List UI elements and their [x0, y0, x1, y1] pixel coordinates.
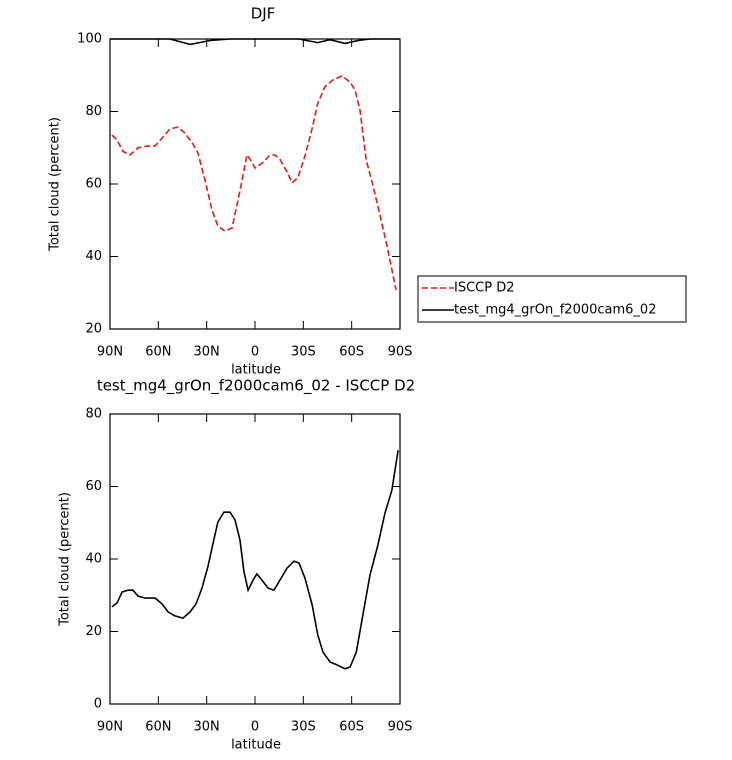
y-tick-label: 20 — [85, 322, 102, 337]
x-tick-label: 60N — [145, 720, 171, 735]
data-line — [110, 38, 400, 46]
x-tick-label: 90S — [388, 720, 413, 735]
y-tick-label: 40 — [85, 249, 102, 264]
x-tick-label: 90S — [388, 345, 413, 360]
x-axis-label: latitude — [231, 738, 281, 753]
data-line — [111, 75, 397, 291]
x-tick-label: 60S — [339, 720, 364, 735]
y-tick-label: 20 — [85, 624, 102, 639]
data-line — [111, 450, 399, 670]
y-axis-label: Total cloud (percent) — [48, 117, 63, 252]
x-tick-label: 30S — [291, 345, 316, 360]
x-axis-label: latitude — [231, 363, 281, 378]
x-tick-label: 90N — [97, 720, 123, 735]
x-tick-label: 90N — [97, 345, 123, 360]
x-tick-label: 0 — [251, 345, 259, 360]
legend-label: test_mg4_grOn_f2000cam6_02 — [454, 303, 656, 318]
y-tick-label: 60 — [85, 177, 102, 192]
y-tick-label: 60 — [85, 479, 102, 494]
x-tick-label: 30S — [291, 720, 316, 735]
y-tick-label: 100 — [77, 32, 102, 47]
chart-title: test_mg4_grOn_f2000cam6_02 - ISCCP D2 — [97, 377, 415, 396]
y-axis-label: Total cloud (percent) — [58, 492, 73, 627]
legend-label: ISCCP D2 — [454, 281, 515, 296]
legend-box — [417, 275, 687, 323]
y-tick-label: 80 — [85, 407, 102, 422]
x-tick-label: 30N — [194, 720, 220, 735]
x-tick-label: 30N — [194, 345, 220, 360]
plot-frame — [109, 413, 401, 705]
y-tick-label: 0 — [94, 697, 102, 712]
chart-title: DJF — [251, 5, 276, 23]
x-tick-label: 60N — [145, 345, 171, 360]
legend: ISCCP D2 test_mg4_grOn_f2000cam6_02 — [417, 275, 687, 323]
plot-frame — [109, 38, 401, 330]
y-tick-label: 40 — [85, 552, 102, 567]
x-tick-label: 60S — [339, 345, 364, 360]
y-tick-label: 80 — [85, 104, 102, 119]
x-tick-label: 0 — [251, 720, 259, 735]
